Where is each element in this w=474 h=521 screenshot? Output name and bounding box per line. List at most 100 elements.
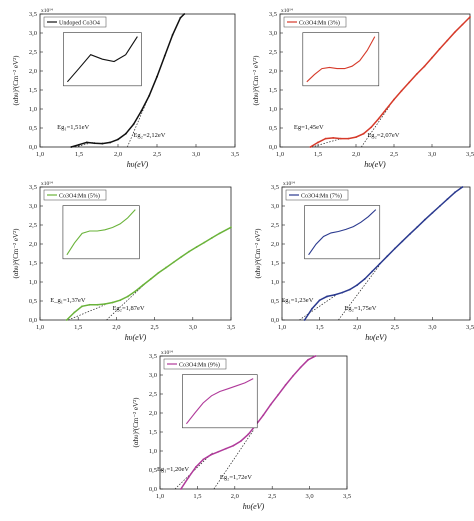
- y-tick-label: 3,0: [269, 30, 277, 37]
- data-point: [326, 295, 329, 298]
- fit-line: [338, 264, 381, 321]
- data-point: [333, 294, 336, 296]
- x-tick-label: 1,5: [316, 324, 324, 331]
- fit-line: [68, 304, 106, 321]
- x-tick-label: 3,5: [466, 324, 474, 331]
- y-tick-label: 0,0: [149, 486, 157, 493]
- legend-box: [43, 16, 107, 28]
- x-tick-label: 2,5: [390, 151, 398, 158]
- data-point: [180, 488, 182, 490]
- data-point: [156, 75, 158, 78]
- y-axis-label: (αhυ)²(Cm⁻² eV²): [254, 228, 262, 279]
- data-point: [183, 13, 186, 15]
- legend: Co3O4:Mn (5%): [43, 189, 107, 201]
- y-tick-label: 2,0: [269, 68, 277, 75]
- y-tick-label: 2,5: [269, 49, 277, 56]
- data-point: [149, 278, 152, 280]
- data-point: [348, 288, 351, 291]
- inset-series-line: [185, 378, 254, 425]
- series-line: [70, 13, 185, 148]
- x-tick-label: 2,5: [391, 324, 399, 331]
- data-point: [109, 141, 112, 144]
- series-line: [303, 186, 463, 321]
- data-point: [446, 198, 449, 201]
- inset-frame: [304, 205, 381, 260]
- legend-box: [43, 189, 107, 201]
- data-point: [371, 270, 374, 273]
- legend-box: [285, 189, 349, 201]
- data-point: [469, 16, 471, 18]
- inset: [302, 32, 380, 87]
- data-point: [438, 48, 441, 50]
- data-point: [247, 433, 250, 436]
- annotation-eg2: Eg₂=1,75eV: [344, 305, 376, 312]
- inset: [63, 32, 142, 87]
- x-axis-label: hυ(eV): [125, 333, 147, 342]
- y-tick-label: 3,0: [149, 372, 157, 379]
- x-tick-label: 2,5: [153, 151, 161, 158]
- x-tick-label: 1,0: [156, 493, 164, 500]
- y-tick-label: 3,0: [29, 30, 37, 37]
- data-point: [218, 232, 221, 235]
- data-point: [101, 142, 104, 145]
- data-point: [148, 94, 151, 97]
- series-line: [66, 226, 232, 321]
- fit-line: [106, 281, 148, 321]
- data-point: [439, 205, 441, 207]
- data-point: [203, 241, 206, 244]
- y-tick-label: 0,5: [269, 125, 277, 132]
- x-tick-label: 3,0: [189, 324, 197, 331]
- y-tick-label: 2,5: [29, 49, 37, 56]
- data-point: [172, 261, 175, 264]
- y-tick-label: 2,5: [271, 222, 279, 229]
- data-point: [88, 303, 91, 306]
- inset-series-line: [306, 36, 376, 83]
- fit-line: [361, 105, 391, 148]
- y-tick-label: 3,5: [149, 353, 157, 360]
- plot-frame: [39, 186, 232, 321]
- y-tick-label: 1,5: [29, 260, 37, 267]
- annotation-eg2: Eg₂=2,12eV: [133, 132, 165, 139]
- y-tick-label: 1,5: [271, 260, 279, 267]
- data-point: [239, 440, 242, 443]
- chart-panel-4: 1,0 1,5 2,0 2,5 3,0 3,5 0,0 0,5 1,0 1,5 2,0 2,5 3,0 3…: [254, 181, 474, 342]
- data-point: [299, 366, 302, 369]
- x-tick-label: 3,5: [466, 151, 474, 158]
- data-point: [332, 136, 335, 139]
- data-point: [211, 237, 213, 239]
- data-point: [277, 393, 280, 396]
- data-point: [339, 137, 342, 140]
- y-axis-label: (αhυ)²(Cm⁻² eV²): [12, 55, 20, 106]
- y-tick-label: 1,0: [29, 279, 37, 286]
- y-axis-label: (αhυ)²(Cm⁻² eV²): [132, 397, 140, 448]
- data-point: [195, 466, 197, 468]
- y-tick-label: 0,5: [29, 298, 37, 305]
- axis-multiplier: x10¹⁴: [283, 181, 295, 187]
- data-point: [377, 117, 380, 120]
- fit-line: [311, 138, 341, 148]
- x-tick-label: 1,5: [193, 493, 201, 500]
- data-point: [187, 476, 190, 479]
- annotation-eg1: Eg₁=1,20eV: [157, 466, 189, 473]
- data-point: [70, 146, 73, 148]
- x-tick-label: 1,5: [75, 151, 83, 158]
- data-point: [423, 218, 426, 221]
- data-point: [314, 355, 317, 357]
- axis-multiplier: x10¹⁴: [161, 350, 173, 356]
- x-axis-label: hυ(eV): [243, 502, 265, 511]
- inset-series-line: [308, 209, 377, 256]
- legend: Co3O4:Mn (3%): [283, 16, 347, 28]
- y-axis-label: (αhυ)²(Cm⁻² eV²): [12, 228, 20, 279]
- x-tick-label: 3,5: [231, 151, 239, 158]
- data-point: [408, 81, 411, 84]
- annotation-eg1: Eg₁=1,51eV: [57, 124, 89, 131]
- data-point: [119, 299, 122, 302]
- data-point: [303, 319, 306, 321]
- data-point: [85, 141, 88, 144]
- x-tick-label: 3,5: [227, 324, 235, 331]
- x-tick-label: 1,0: [36, 324, 44, 331]
- data-point: [171, 34, 174, 36]
- inset: [182, 374, 258, 429]
- data-point: [408, 233, 411, 236]
